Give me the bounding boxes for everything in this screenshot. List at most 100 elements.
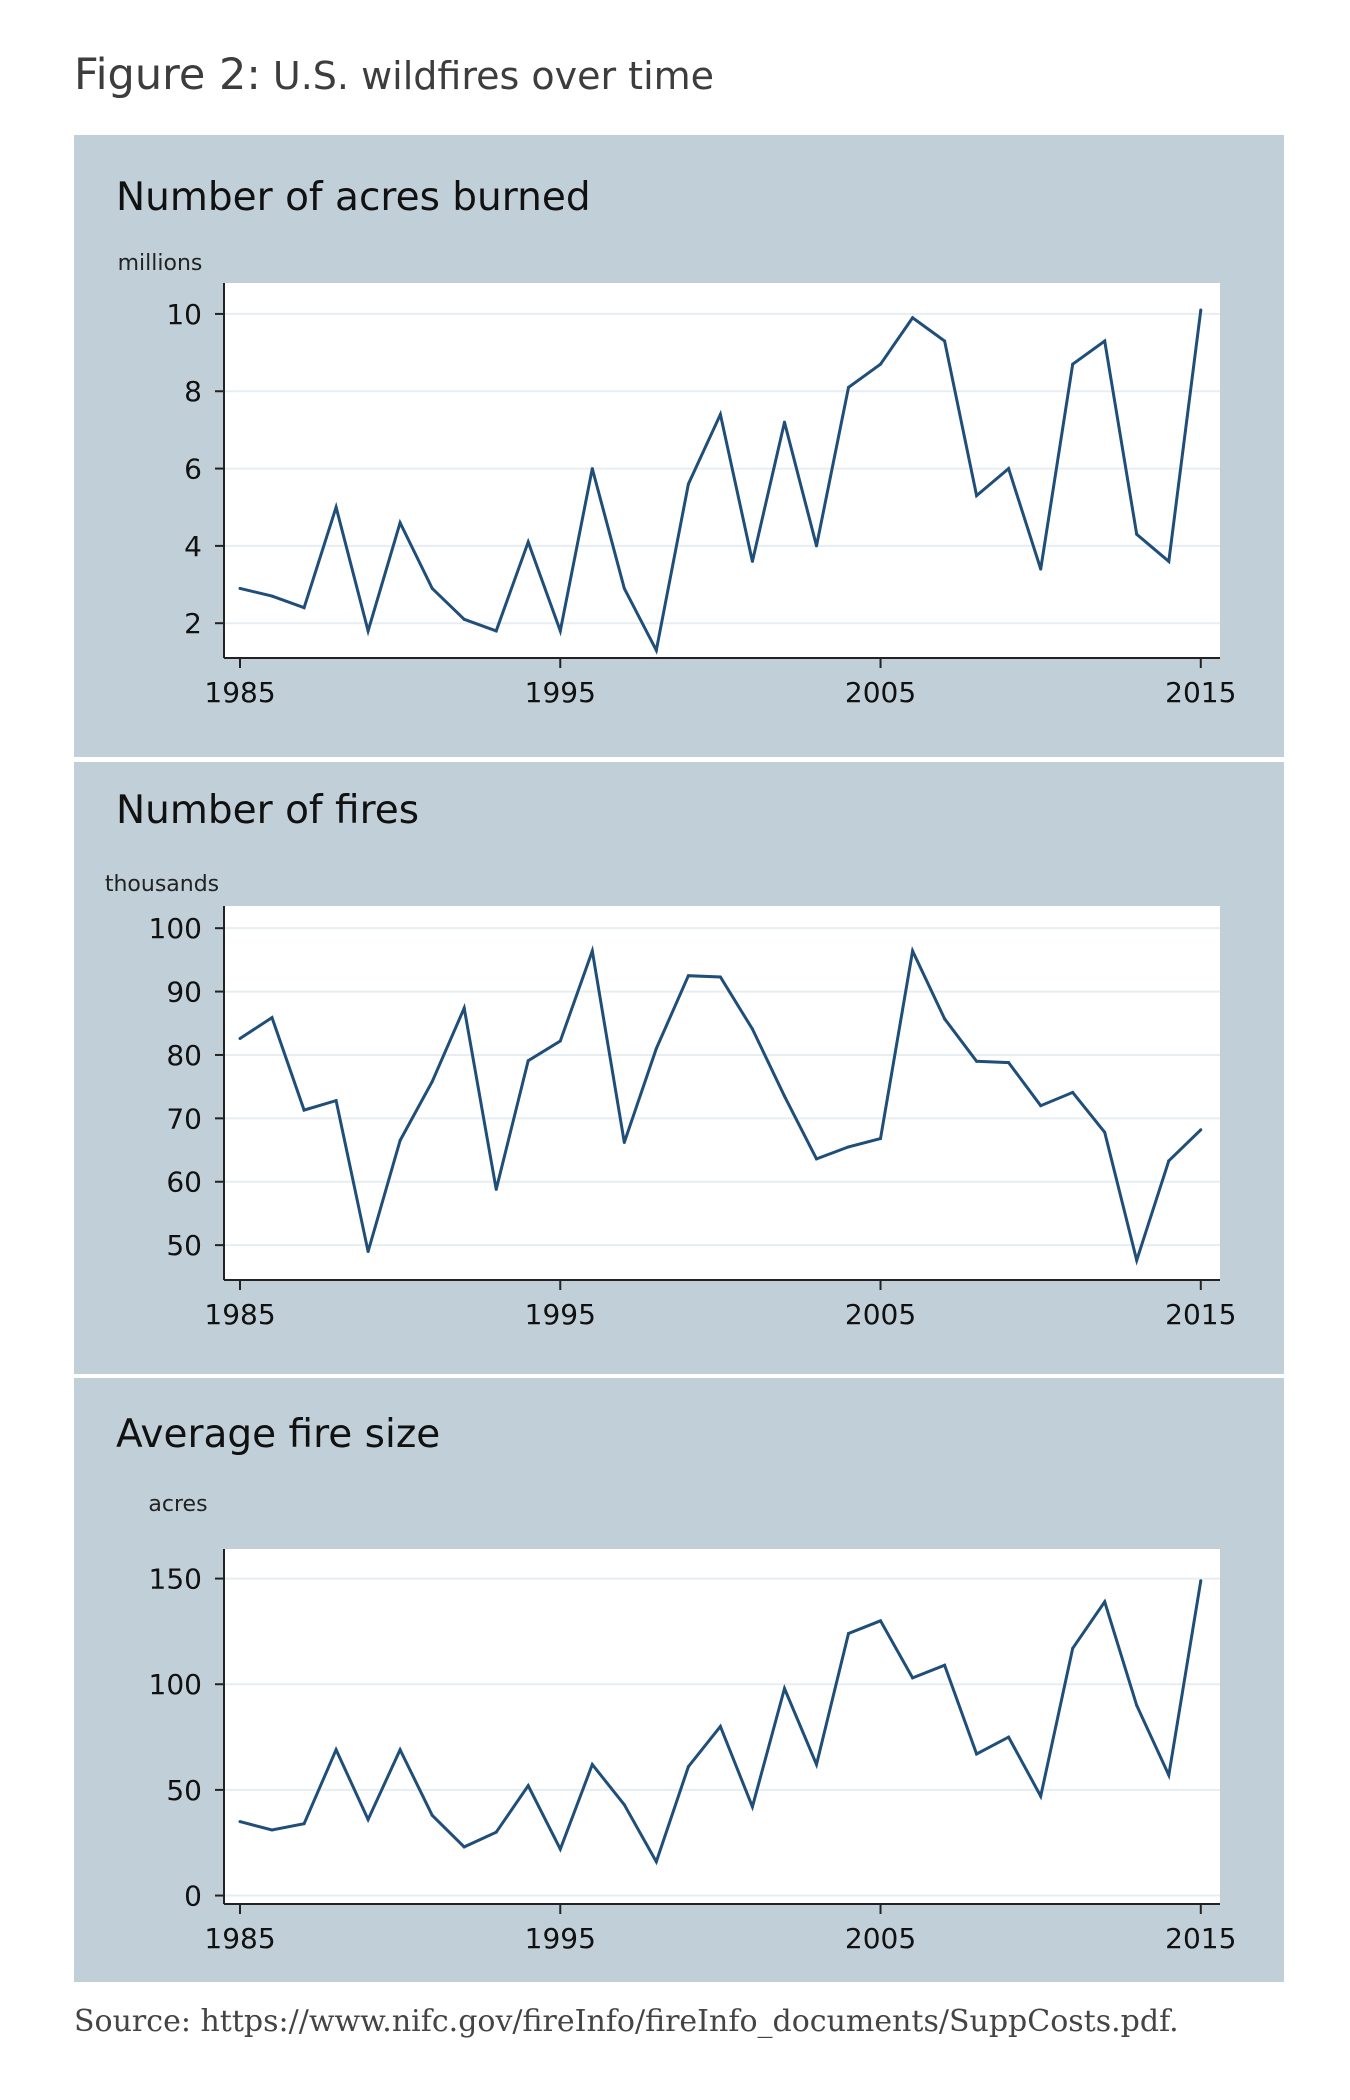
data-points-number-of-fires xyxy=(238,949,1203,1262)
data-point-number-of-fires xyxy=(750,1027,754,1031)
data-point-average-fire-size xyxy=(975,1752,979,1756)
data-point-acres-burned xyxy=(238,586,242,590)
data-point-acres-burned xyxy=(879,362,883,366)
data-point-acres-burned xyxy=(750,559,754,563)
figure-title-prefix: Figure 2: xyxy=(74,50,261,100)
chart-acres-burned: 2 4 6 8 10 1985 1995 2005 2015 xyxy=(166,283,1236,709)
data-point-average-fire-size xyxy=(302,1822,306,1826)
data-point-number-of-fires xyxy=(814,1157,818,1161)
plot-area-number-of-fires xyxy=(224,906,1220,1280)
chart-number-of-fires: 50 60 70 80 90 100 1985 1995 2005 2015 xyxy=(149,906,1236,1331)
data-points-average-fire-size xyxy=(238,1579,1203,1864)
data-point-acres-burned xyxy=(943,339,947,343)
data-point-acres-burned xyxy=(430,586,434,590)
source-note: Source: https://www.nifc.gov/fireInfo/fi… xyxy=(74,2004,1179,2039)
data-point-number-of-fires xyxy=(302,1108,306,1112)
chart-average-fire-size: 0 50 100 150 1985 1995 2005 2015 xyxy=(149,1549,1236,1955)
y-tick-label-average-fire-size: 150 xyxy=(149,1563,202,1596)
data-point-average-fire-size xyxy=(334,1748,338,1752)
x-tick-label-acres-burned: 1995 xyxy=(525,676,596,709)
data-point-number-of-fires xyxy=(526,1059,530,1063)
data-point-average-fire-size xyxy=(366,1817,370,1821)
data-point-average-fire-size xyxy=(782,1686,786,1690)
data-point-average-fire-size xyxy=(1167,1773,1171,1777)
y-ticks-acres-burned: 2 4 6 8 10 xyxy=(166,298,224,640)
x-tick-label-average-fire-size: 1985 xyxy=(204,1922,275,1955)
data-point-number-of-fires xyxy=(1007,1061,1011,1065)
data-point-number-of-fires xyxy=(1071,1090,1075,1094)
data-point-average-fire-size xyxy=(590,1763,594,1767)
data-point-number-of-fires xyxy=(911,949,915,953)
data-point-acres-burned xyxy=(558,629,562,633)
x-ticks-average-fire-size: 1985 1995 2005 2015 xyxy=(204,1904,1236,1955)
panel-acres-burned: Number of acres burned millions 2 4 6 8 10 19… xyxy=(74,135,1284,757)
data-point-acres-burned xyxy=(398,521,402,525)
data-point-acres-burned xyxy=(911,316,915,320)
x-tick-label-number-of-fires: 2015 xyxy=(1165,1298,1236,1331)
data-point-average-fire-size xyxy=(1039,1794,1043,1798)
data-point-number-of-fires xyxy=(1135,1258,1139,1262)
x-tick-label-average-fire-size: 1995 xyxy=(525,1922,596,1955)
x-tick-label-average-fire-size: 2005 xyxy=(845,1922,916,1955)
data-point-average-fire-size xyxy=(1071,1646,1075,1650)
figure-title: Figure 2: U.S. wildfires over time xyxy=(74,50,714,100)
data-point-acres-burned xyxy=(1135,532,1139,536)
data-point-number-of-fires xyxy=(622,1140,626,1144)
data-point-acres-burned xyxy=(782,420,786,424)
data-point-acres-burned xyxy=(462,617,466,621)
data-point-number-of-fires xyxy=(334,1099,338,1103)
data-point-acres-burned xyxy=(494,629,498,633)
data-point-average-fire-size xyxy=(847,1632,851,1636)
x-tick-label-acres-burned: 2015 xyxy=(1165,676,1236,709)
y-tick-label-number-of-fires: 70 xyxy=(166,1102,202,1135)
data-point-average-fire-size xyxy=(879,1619,883,1623)
data-point-acres-burned xyxy=(334,505,338,509)
data-point-average-fire-size xyxy=(430,1813,434,1817)
data-point-average-fire-size xyxy=(270,1828,274,1832)
x-ticks-acres-burned: 1985 1995 2005 2015 xyxy=(204,658,1236,709)
data-point-number-of-fires xyxy=(398,1139,402,1143)
data-point-average-fire-size xyxy=(1103,1600,1107,1604)
data-point-acres-burned xyxy=(622,586,626,590)
x-tick-label-number-of-fires: 1995 xyxy=(525,1298,596,1331)
data-point-average-fire-size xyxy=(1199,1579,1203,1583)
data-point-number-of-fires xyxy=(718,975,722,979)
data-point-number-of-fires xyxy=(430,1080,434,1084)
data-point-average-fire-size xyxy=(911,1676,915,1680)
data-point-number-of-fires xyxy=(1103,1130,1107,1134)
data-point-number-of-fires xyxy=(590,949,594,953)
data-point-acres-burned xyxy=(366,629,370,633)
gridlines-number-of-fires xyxy=(224,927,1220,1247)
y-tick-label-number-of-fires: 60 xyxy=(166,1166,202,1199)
y-tick-label-number-of-fires: 90 xyxy=(166,976,202,1009)
data-point-number-of-fires xyxy=(462,1006,466,1010)
data-points-acres-burned xyxy=(238,308,1203,652)
panel-average-fire-size: Average fire size acres 0 50 100 150 1985 199… xyxy=(74,1378,1284,1982)
data-point-average-fire-size xyxy=(398,1748,402,1752)
y-tick-label-acres-burned: 6 xyxy=(184,453,202,486)
data-point-average-fire-size xyxy=(1135,1703,1139,1707)
data-point-acres-burned xyxy=(1103,339,1107,343)
data-point-average-fire-size xyxy=(943,1663,947,1667)
data-point-acres-burned xyxy=(654,648,658,652)
data-point-average-fire-size xyxy=(750,1805,754,1809)
data-point-acres-burned xyxy=(686,482,690,486)
data-point-average-fire-size xyxy=(494,1830,498,1834)
data-point-number-of-fires xyxy=(494,1187,498,1191)
data-point-average-fire-size xyxy=(686,1765,690,1769)
x-tick-label-average-fire-size: 2015 xyxy=(1165,1922,1236,1955)
data-point-number-of-fires xyxy=(879,1137,883,1141)
y-tick-label-acres-burned: 10 xyxy=(166,298,202,331)
data-point-acres-burned xyxy=(975,494,979,498)
panel-title-acres-burned: Number of acres burned xyxy=(116,175,591,220)
y-unit-label-average-fire-size: acres xyxy=(148,1492,208,1517)
panel-title-average-fire-size: Average fire size xyxy=(116,1412,441,1457)
data-point-average-fire-size xyxy=(558,1847,562,1851)
y-tick-label-number-of-fires: 100 xyxy=(149,912,202,945)
y-tick-label-acres-burned: 4 xyxy=(184,530,202,563)
data-point-average-fire-size xyxy=(654,1860,658,1864)
data-point-acres-burned xyxy=(718,412,722,416)
panel-number-of-fires: Number of fires thousands 50 60 70 80 90 100 1… xyxy=(74,762,1284,1374)
plot-area-acres-burned xyxy=(224,283,1220,658)
y-unit-label-number-of-fires: thousands xyxy=(104,872,220,897)
